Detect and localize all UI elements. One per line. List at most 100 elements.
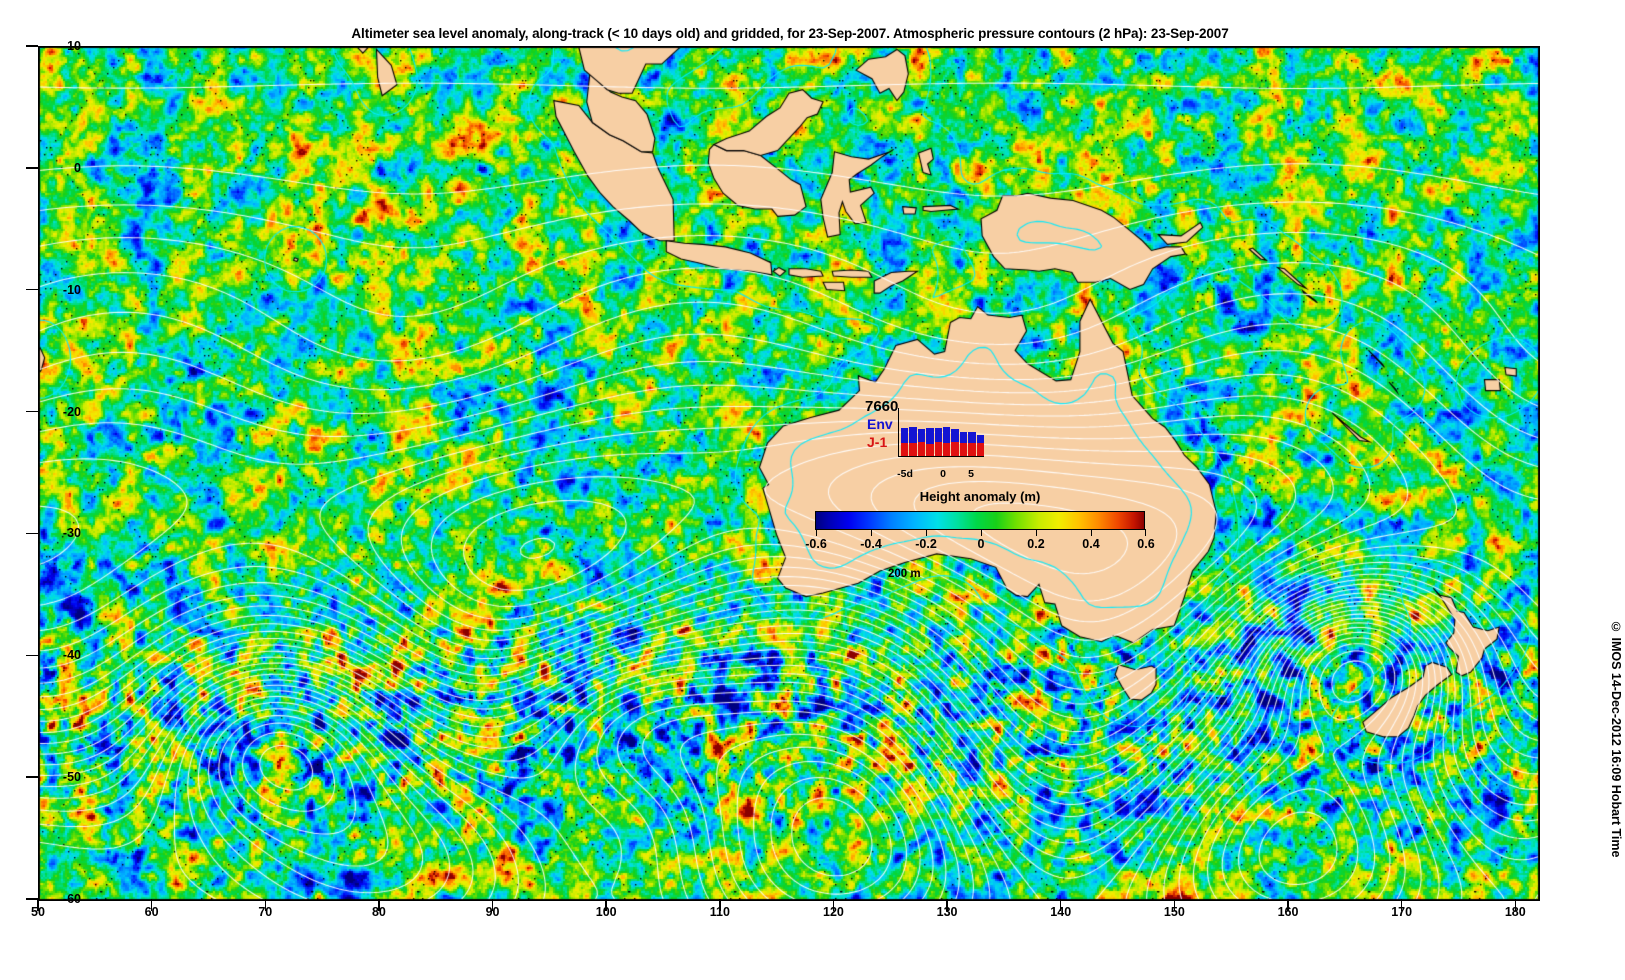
histogram-bar-env (901, 427, 909, 443)
histogram-bar-j1 (943, 443, 951, 456)
histogram-bar-j1 (926, 443, 934, 456)
inset-series-j1: J-1 (867, 434, 888, 450)
credit-text: © IMOS 14-Dec-2012 16:09 Hobart Time (1609, 620, 1623, 858)
histogram-bar-env (934, 428, 943, 443)
x-axis-tick-mark (1287, 899, 1289, 911)
x-axis-tick-label: 100 (595, 905, 617, 919)
inset-legend: 7660 Env J-1 -5d 0 5 (855, 398, 985, 480)
histogram-x-tick-label: 0 (940, 468, 946, 480)
colorbar: Height anomaly (m) -0.6 -0.4 -0.2 0 0.2 0.4 0.… (805, 489, 1155, 551)
x-axis-tick-mark (832, 899, 835, 911)
colorbar-tick-label: -0.4 (860, 537, 882, 551)
x-axis-tick-label: 70 (258, 905, 273, 919)
y-axis-tick-label: -60 (62, 892, 81, 906)
colorbar-label: Height anomaly (m) (919, 489, 1041, 504)
x-axis-tick-label: 130 (936, 905, 958, 919)
colorbar-tick-label: 0.2 (1027, 537, 1045, 551)
colorbar-tick-mark (871, 529, 873, 536)
colorbar-tick-label: -0.2 (915, 537, 937, 551)
figure-title: Altimeter sea level anomaly, along-track… (351, 26, 1229, 41)
inset-count-label: 7660 (865, 398, 899, 415)
x-axis-tick-label: 50 (31, 905, 45, 919)
x-axis-tick-label: 180 (1504, 905, 1526, 919)
x-axis-tick-mark (719, 899, 721, 911)
x-axis-tick-label: 170 (1391, 905, 1413, 919)
histogram-bar-env (917, 428, 926, 443)
histogram-bar (934, 428, 943, 456)
inset-histogram-bars (901, 409, 985, 456)
histogram-bar-j1 (951, 441, 959, 456)
y-axis-tick-label: -20 (62, 404, 81, 419)
y-axis-tick-mark (26, 410, 38, 413)
x-axis-tick-mark (264, 899, 267, 911)
x-axis-tick-mark (1400, 899, 1403, 911)
x-axis-tick-mark (491, 899, 494, 911)
y-axis-tick-label: 10 (67, 39, 81, 53)
colorbar-tick-mark (1144, 529, 1146, 536)
histogram-bar-env (976, 434, 985, 444)
y-axis-tick-mark (26, 654, 38, 657)
x-axis-tick-label: 120 (823, 905, 844, 919)
bathymetry-contour-label: 200 m (888, 568, 921, 580)
histogram-bar (959, 431, 968, 456)
histogram-bar (917, 428, 926, 456)
colorbar-tick-label: 0.4 (1082, 537, 1100, 551)
sea-level-anomaly-field (39, 47, 1539, 900)
inset-series-env: Env (867, 416, 893, 432)
x-axis-tick-mark (1514, 899, 1517, 911)
x-axis-tick-mark (946, 899, 948, 911)
histogram-bar (968, 432, 976, 456)
x-axis-tick-label: 150 (1163, 905, 1185, 919)
y-axis-tick-label: 0 (74, 160, 81, 175)
x-axis-tick-mark (37, 899, 39, 911)
y-axis-tick-label: -10 (62, 282, 81, 297)
x-axis-tick-label: 60 (144, 905, 159, 919)
histogram-bar-j1 (901, 442, 909, 456)
inset-histogram: -5d 0 5 (897, 408, 985, 480)
histogram-bar-j1 (909, 443, 917, 456)
y-axis-tick-label: -30 (62, 526, 81, 541)
colorbar-tick-mark (981, 529, 983, 536)
histogram-bar-j1 (968, 442, 976, 456)
histogram-bar (951, 428, 959, 456)
x-axis-tick-mark (378, 899, 380, 911)
histogram-bar (909, 427, 917, 456)
y-axis-tick-mark (26, 45, 38, 47)
colorbar-tick-label: -0.6 (805, 537, 827, 551)
histogram-bar-env (943, 426, 951, 444)
colorbar-tick-label: 0 (977, 537, 985, 551)
histogram-bar (943, 426, 951, 456)
map-plot-area[interactable] (38, 46, 1540, 901)
histogram-bar (926, 428, 934, 456)
histogram-bar-j1 (917, 442, 926, 456)
histogram-bar-env (959, 431, 968, 443)
x-axis-tick-mark (150, 899, 153, 911)
histogram-x-tick-label: 5 (968, 468, 974, 480)
x-axis-tick-label: 110 (709, 905, 730, 919)
histogram-bar-j1 (934, 442, 943, 456)
histogram-x-tick-label: -5d (897, 468, 913, 480)
colorbar-tick-mark (1091, 529, 1093, 536)
colorbar-tick-mark (926, 529, 928, 536)
histogram-bar (976, 434, 985, 456)
x-axis-tick-label: 80 (371, 905, 386, 919)
colorbar-tick-mark (1036, 529, 1038, 536)
y-axis-tick-mark (26, 288, 38, 291)
x-axis-tick-label: 90 (485, 905, 500, 919)
colorbar-tick-label: 0.6 (1137, 537, 1155, 551)
y-axis-tick-mark (26, 898, 38, 900)
colorbar-gradient: -0.6 -0.4 -0.2 0 0.2 0.4 0.6 (805, 511, 1155, 551)
y-axis-tick-label: -50 (62, 770, 81, 785)
histogram-bar-env (951, 428, 959, 442)
x-axis-tick-label: 140 (1050, 905, 1072, 919)
x-axis-tick-mark (1059, 899, 1062, 911)
y-axis-tick-mark (26, 776, 38, 778)
x-axis-tick-mark (1173, 899, 1176, 911)
histogram-bar-j1 (976, 443, 985, 456)
histogram-bar-env (926, 428, 934, 444)
histogram-bar-env (909, 427, 917, 444)
y-axis-tick-label: -40 (62, 648, 81, 663)
histogram-bar-j1 (959, 442, 968, 456)
x-axis-tick-label: 160 (1277, 905, 1299, 919)
